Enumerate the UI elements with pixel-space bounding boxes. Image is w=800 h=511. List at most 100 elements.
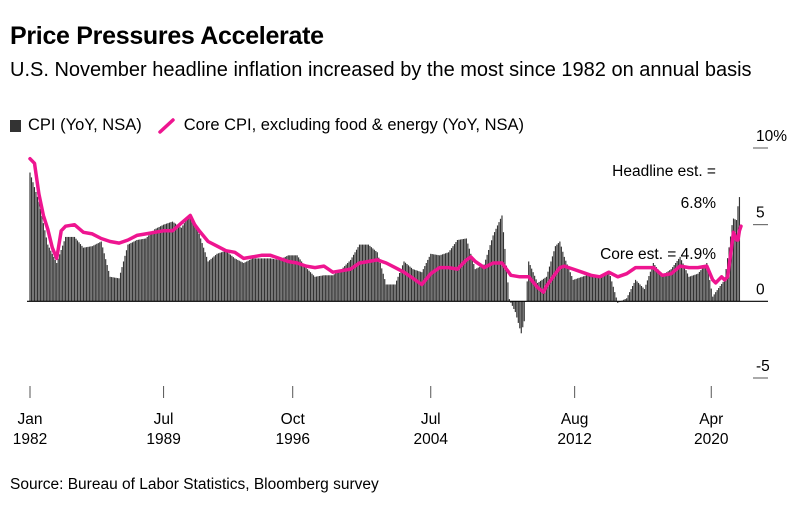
cpi-bar	[133, 241, 135, 302]
cpi-bar	[409, 266, 411, 302]
cpi-bar	[608, 270, 610, 302]
cpi-bar	[645, 284, 647, 302]
cpi-bar	[523, 301, 525, 322]
cpi-bar	[648, 276, 650, 302]
cpi-bar	[145, 238, 147, 302]
cpi-bar	[425, 263, 427, 302]
cpi-bar	[198, 233, 200, 302]
x-tick-label: 1996	[275, 431, 309, 448]
cpi-bar	[419, 271, 421, 302]
cpi-bar	[237, 259, 239, 302]
cpi-bar	[244, 262, 246, 302]
cpi-bar	[114, 277, 116, 302]
cpi-bar	[290, 255, 292, 302]
cpi-bar	[636, 281, 638, 302]
cpi-bar	[292, 255, 294, 302]
cpi-bar	[727, 258, 729, 302]
cpi-bar	[626, 298, 628, 302]
cpi-bar	[568, 268, 570, 302]
cpi-bar	[281, 258, 283, 302]
cpi-bar	[685, 270, 687, 302]
cpi-bar	[691, 275, 693, 302]
cpi-bar	[192, 220, 194, 302]
cpi-bar	[643, 289, 646, 302]
cpi-bar	[437, 255, 439, 302]
cpi-bar	[442, 254, 444, 302]
cpi-bar	[508, 299, 510, 302]
cpi-bar	[266, 258, 269, 302]
legend: CPI (YoY, NSA) Core CPI, excluding food …	[10, 116, 524, 135]
chart-title: Price Pressures Accelerate	[10, 22, 324, 50]
cpi-bar	[633, 282, 635, 302]
cpi-bar	[424, 266, 426, 302]
cpi-bar	[82, 247, 85, 302]
cpi-bar	[226, 252, 228, 302]
cpi-bar	[596, 275, 598, 302]
cpi-bar	[45, 237, 47, 302]
cpi-bar	[591, 274, 594, 302]
cpi-bar	[341, 269, 343, 302]
cpi-bar	[716, 290, 718, 302]
cpi-bar	[66, 236, 68, 302]
cpi-bar	[189, 213, 191, 302]
chart-subtitle: U.S. November headline inflation increas…	[10, 59, 752, 81]
cpi-bar	[679, 256, 681, 302]
cpi-bar	[649, 271, 651, 302]
cpi-bar	[467, 243, 469, 302]
cpi-bar	[124, 255, 126, 302]
cpi-bar	[352, 254, 355, 302]
cpi-bar	[268, 258, 270, 302]
cpi-bar	[375, 250, 377, 302]
cpi-bar	[577, 278, 579, 302]
cpi-bar	[666, 272, 668, 302]
cpi-bar	[384, 279, 386, 302]
cpi-bar	[477, 267, 479, 302]
cpi-bar	[458, 239, 460, 302]
cpi-bar	[118, 278, 120, 302]
cpi-bar	[355, 249, 358, 302]
cpi-bar	[594, 275, 597, 302]
cpi-bar	[535, 279, 537, 302]
cpi-bar	[581, 276, 583, 302]
cpi-bar	[219, 252, 221, 302]
cpi-bar	[220, 252, 223, 302]
cpi-bar	[660, 273, 662, 302]
cpi-bar	[314, 276, 316, 302]
cpi-bar	[627, 295, 629, 302]
cpi-bar	[520, 301, 522, 334]
cpi-bar	[125, 250, 128, 302]
cpi-bar	[48, 247, 50, 302]
cpi-bar	[449, 250, 451, 302]
cpi-bar	[333, 274, 335, 302]
cpi-bar	[443, 253, 445, 302]
cpi-bar	[710, 288, 712, 302]
cpi-bar	[393, 284, 395, 302]
cpi-bar	[629, 292, 631, 302]
cpi-bar	[100, 241, 102, 302]
cpi-bar	[160, 226, 162, 302]
cpi-bar	[151, 232, 153, 302]
cpi-bar	[232, 257, 234, 302]
cpi-bar	[637, 282, 640, 302]
cpi-bar	[158, 226, 160, 302]
cpi-bar	[317, 276, 319, 302]
cpi-bar	[348, 261, 350, 302]
cpi-bar	[363, 244, 365, 302]
cpi-bar	[682, 263, 684, 302]
cpi-bar	[493, 232, 496, 302]
x-tick-label: 1982	[13, 431, 47, 448]
cpi-bar	[572, 279, 574, 302]
x-tick-label: 1989	[146, 431, 180, 448]
cpi-bar	[400, 269, 402, 302]
cpi-bar	[667, 271, 669, 302]
cpi-bar	[452, 246, 454, 302]
cpi-bar	[301, 261, 303, 302]
cpi-bar	[47, 244, 49, 302]
headline-annotation-line1: Headline est. =	[612, 163, 716, 180]
cpi-bar	[488, 249, 490, 302]
cpi-bar	[686, 273, 689, 302]
x-axis: Jan 1982 Jul 1989 Oct 1996 Jul 2004 Aug 2012 Apr 20…	[13, 386, 729, 448]
x-tick-label: Aug	[561, 411, 589, 428]
cpi-bar	[76, 240, 79, 302]
cpi-bar	[56, 263, 58, 302]
